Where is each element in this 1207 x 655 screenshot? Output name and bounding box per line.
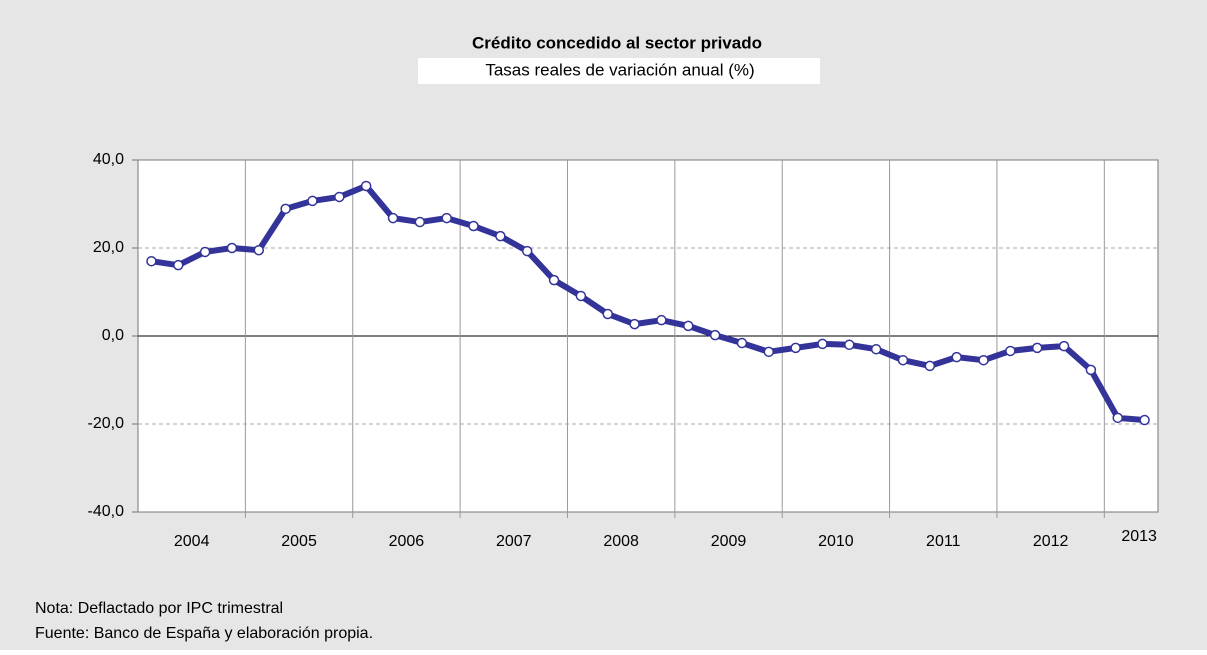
point-marker [1031, 342, 1043, 354]
y-tick-label: 20,0 [93, 239, 124, 256]
note: Fuente: Banco de España y elaboración pr… [35, 625, 373, 642]
point-marker [790, 342, 801, 354]
point-marker [736, 337, 748, 349]
point-marker [146, 255, 157, 267]
x-tick-label: 2004 [174, 533, 210, 550]
x-tick-label: 2011 [926, 533, 961, 550]
point-marker [441, 212, 452, 224]
x-tick-label: 2007 [496, 533, 532, 550]
note: Nota: Deflactado por IPC trimestral [35, 600, 283, 617]
x-tick-label: 2008 [603, 533, 639, 550]
point-marker [897, 354, 909, 366]
x-tick-label: 2005 [281, 533, 317, 550]
y-tick-label: 40,0 [93, 151, 124, 168]
point-marker [951, 351, 962, 363]
point-marker [387, 212, 399, 224]
point-marker [253, 244, 265, 256]
point-marker [521, 245, 533, 257]
point-marker [763, 346, 775, 358]
point-marker [817, 338, 828, 350]
point-marker [629, 318, 640, 330]
x-tick-label: 2010 [818, 533, 854, 550]
y-tick-label: -20,0 [88, 415, 125, 432]
point-marker [548, 274, 560, 286]
point-marker [1139, 414, 1150, 426]
point-marker [870, 343, 882, 355]
point-marker [280, 203, 291, 215]
x-tick-label: 2009 [711, 533, 747, 550]
point-marker [360, 180, 372, 192]
point-marker [924, 360, 936, 372]
point-marker [414, 216, 426, 228]
point-marker [334, 191, 345, 203]
point-marker [226, 242, 238, 254]
point-marker [602, 308, 613, 320]
point-marker [173, 259, 184, 271]
point-marker [1112, 412, 1123, 424]
point-marker [468, 220, 479, 232]
point-marker [844, 339, 855, 351]
point-marker [709, 329, 721, 341]
point-marker [1058, 340, 1070, 352]
point-marker [683, 320, 694, 332]
point-marker [575, 290, 587, 302]
point-marker [199, 246, 211, 258]
point-marker [1085, 364, 1097, 376]
point-marker [307, 195, 318, 207]
x-tick-label: 2006 [389, 533, 425, 550]
point-marker [978, 354, 989, 366]
point-marker [656, 314, 667, 326]
point-marker [495, 230, 506, 242]
x-tick-label: 2013 [1121, 528, 1157, 545]
chart-title: Crédito concedido al sector privado [472, 33, 762, 52]
subtitle-box [418, 58, 820, 84]
x-tick-label: 2012 [1033, 533, 1069, 550]
y-tick-label: 0,0 [102, 327, 124, 344]
y-tick-label: -40,0 [88, 503, 125, 520]
point-marker [1005, 345, 1016, 357]
chart-subtitle: Tasas reales de variación anual (%) [485, 60, 754, 79]
